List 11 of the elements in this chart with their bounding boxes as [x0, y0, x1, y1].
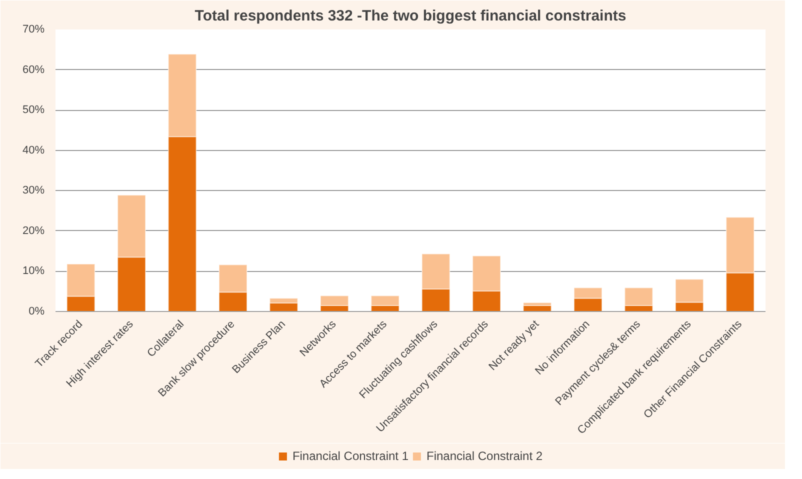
y-tick-label: 70%: [22, 24, 45, 36]
y-tick-label: 50%: [22, 104, 45, 116]
y-tick-label: 10%: [22, 265, 45, 278]
legend-label: Financial Constraint 2: [426, 449, 543, 463]
chart-title: Total respondents 332 -The two biggest financial constraints: [194, 8, 626, 24]
legend-label: Financial Constraint 1: [292, 449, 408, 463]
y-tick-label: 40%: [22, 144, 45, 156]
y-tick-label: 20%: [22, 224, 45, 237]
y-tick-label: 60%: [22, 64, 45, 76]
y-tick-label: 30%: [22, 184, 45, 197]
y-tick-label: 0%: [28, 306, 45, 318]
